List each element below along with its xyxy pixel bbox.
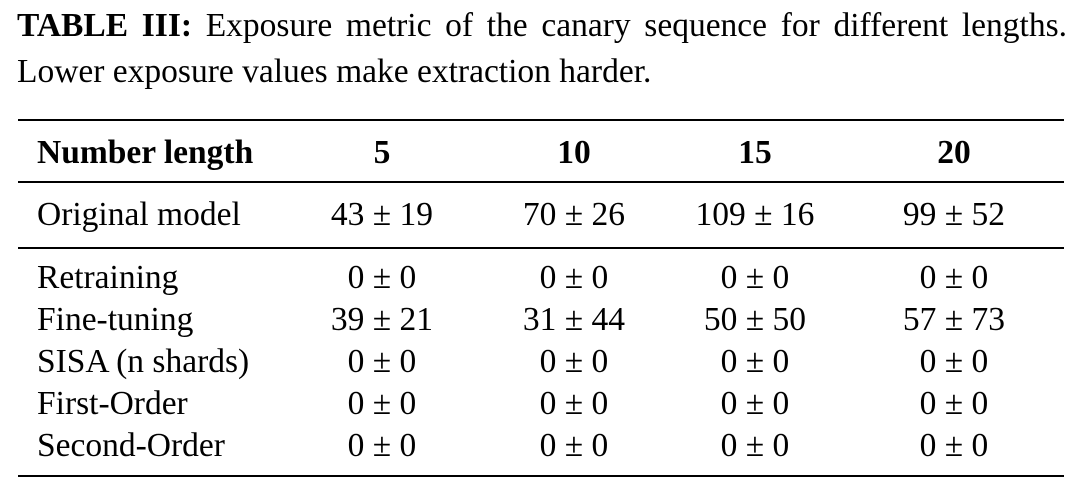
table-row: Retraining 0 ± 0 0 ± 0 0 ± 0 0 ± 0 (0, 256, 1080, 300)
table-cell: 0 ± 0 (539, 259, 609, 296)
table-cell: 0 ± 0 (347, 385, 417, 422)
table-header-rule (18, 181, 1064, 183)
table-row: Second-Order 0 ± 0 0 ± 0 0 ± 0 0 ± 0 (0, 424, 1080, 468)
row-label: SISA (n shards) (37, 343, 250, 380)
caption-label: TABLE III: (17, 7, 193, 44)
table-row: Original model 43 ± 19 70 ± 26 109 ± 16 … (0, 193, 1080, 237)
table-cell: 39 ± 21 (330, 301, 434, 338)
table-cell: 31 ± 44 (522, 301, 626, 338)
table-cell: 0 ± 0 (720, 385, 790, 422)
table-cell: 0 ± 0 (539, 385, 609, 422)
row-label: Retraining (37, 259, 179, 296)
table-group-rule (18, 247, 1064, 249)
table-cell: 70 ± 26 (522, 196, 626, 233)
table-cell: 0 ± 0 (347, 259, 417, 296)
table-header-row: Number length 5 10 15 20 (0, 131, 1080, 175)
table-cell: 109 ± 16 (695, 196, 815, 233)
header-cell-number-length: Number length (37, 134, 254, 171)
table-cell: 0 ± 0 (919, 259, 989, 296)
header-cell-15: 15 (738, 134, 772, 171)
row-label: Fine-tuning (37, 301, 194, 338)
table-row: First-Order 0 ± 0 0 ± 0 0 ± 0 0 ± 0 (0, 382, 1080, 426)
table-cell: 50 ± 50 (703, 301, 807, 338)
table-cell: 0 ± 0 (539, 343, 609, 380)
table-cell: 57 ± 73 (902, 301, 1006, 338)
table-cell: 0 ± 0 (919, 427, 989, 464)
table-cell: 0 ± 0 (919, 343, 989, 380)
row-label: Original model (37, 196, 241, 233)
table-cell: 0 ± 0 (720, 343, 790, 380)
table-row: SISA (n shards) 0 ± 0 0 ± 0 0 ± 0 0 ± 0 (0, 340, 1080, 384)
header-cell-20: 20 (937, 134, 971, 171)
caption-text: Exposure metric of the canary sequence f… (17, 7, 1068, 90)
row-label: Second-Order (37, 427, 225, 464)
table-cell: 0 ± 0 (347, 427, 417, 464)
table-caption: TABLE III: Exposure metric of the canary… (17, 3, 1067, 95)
table-cell: 43 ± 19 (330, 196, 434, 233)
table-row: Fine-tuning 39 ± 21 31 ± 44 50 ± 50 57 ±… (0, 298, 1080, 342)
table-bottom-rule (18, 475, 1064, 477)
header-cell-10: 10 (557, 134, 591, 171)
table-cell: 0 ± 0 (720, 427, 790, 464)
table-cell: 0 ± 0 (720, 259, 790, 296)
table-cell: 0 ± 0 (539, 427, 609, 464)
table-cell: 99 ± 52 (902, 196, 1006, 233)
table-cell: 0 ± 0 (347, 343, 417, 380)
table-cell: 0 ± 0 (919, 385, 989, 422)
table-top-rule (18, 119, 1064, 121)
row-label: First-Order (37, 385, 188, 422)
header-cell-5: 5 (373, 134, 391, 171)
